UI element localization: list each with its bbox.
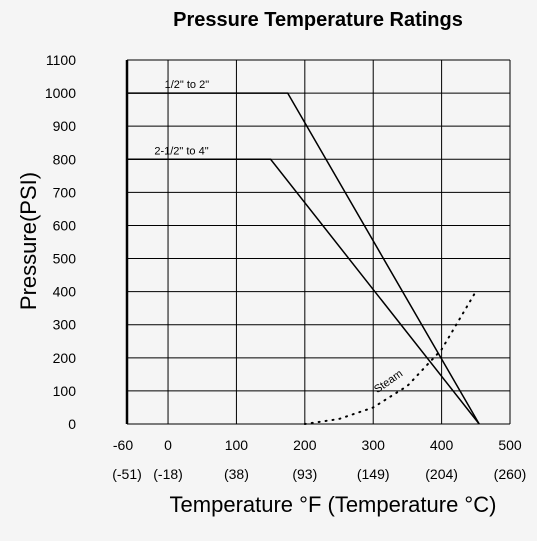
series-label-2: 2-1/2" to 4" <box>154 145 208 157</box>
y-tick-label: 900 <box>53 118 77 134</box>
y-tick-labels: 0 100 200 300 400 500 600 700 800 900 1000 1100 <box>45 52 76 432</box>
series-line-2 <box>127 158 480 425</box>
series-label-1: 1/2" to 2" <box>165 79 210 91</box>
series: 1/2" to 2" 2-1/2" to 4" Steam <box>127 79 480 425</box>
y-tick-label: 600 <box>53 217 77 233</box>
x-tick-label-f: 0 <box>164 437 172 453</box>
x-tick-label-c: (-18) <box>153 466 183 482</box>
y-tick-label: 1000 <box>45 85 76 101</box>
x-axis-label: Temperature °F (Temperature °C) <box>170 492 497 517</box>
y-tick-label: 200 <box>53 350 77 366</box>
y-tick-label: 500 <box>53 251 77 267</box>
x-tick-label-f: 100 <box>225 437 249 453</box>
x-tick-label-f: 400 <box>430 437 454 453</box>
y-tick-label: 100 <box>53 383 77 399</box>
x-tick-label-f: 300 <box>362 437 386 453</box>
y-axis-label: Pressure(PSI) <box>16 172 41 310</box>
x-tick-label-f: 200 <box>293 437 317 453</box>
y-tick-label: 0 <box>68 416 76 432</box>
y-tick-label: 800 <box>53 151 77 167</box>
x-tick-labels: -60 (-51) 0 (-18) 100 (38) 200 (93) 300 (149) 400 (… <box>112 437 526 482</box>
x-tick-label-f: 500 <box>498 437 522 453</box>
x-tick-label-c: (-51) <box>112 466 142 482</box>
series-line-steam <box>303 290 477 425</box>
grid <box>125 59 511 425</box>
x-tick-label-c: (149) <box>357 466 390 482</box>
y-tick-label: 300 <box>53 317 77 333</box>
y-tick-label: 700 <box>53 184 77 200</box>
chart-title: Pressure Temperature Ratings <box>173 9 463 31</box>
series-line-1 <box>127 92 480 425</box>
y-tick-label: 1100 <box>46 52 76 68</box>
y-tick-label: 400 <box>53 284 77 300</box>
x-tick-label-c: (204) <box>425 466 458 482</box>
x-tick-label-c: (93) <box>292 466 317 482</box>
x-tick-label-f: -60 <box>113 437 133 453</box>
x-tick-label-c: (38) <box>224 466 249 482</box>
series-label-steam: Steam <box>372 368 405 396</box>
x-tick-label-c: (260) <box>494 466 527 482</box>
